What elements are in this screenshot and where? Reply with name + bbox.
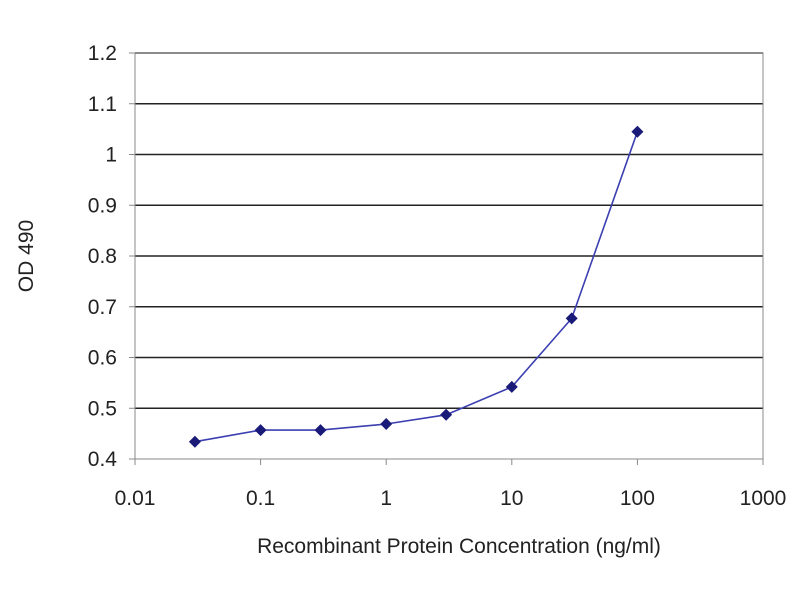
y-tick-label: 1.2 <box>88 42 117 65</box>
y-axis-title: OD 490 <box>15 220 38 292</box>
data-point-marker <box>631 125 644 138</box>
y-tick-label: 0.6 <box>88 347 117 370</box>
x-tick-label: 0.1 <box>246 487 275 510</box>
y-tick-label: 1 <box>105 144 117 167</box>
data-series <box>188 125 644 448</box>
data-point-marker <box>380 418 393 430</box>
y-tick-label: 0.5 <box>88 397 117 420</box>
gridlines <box>135 52 763 410</box>
data-point-marker <box>440 408 453 421</box>
y-tick-label: 0.8 <box>88 245 117 268</box>
x-tick-label: 10 <box>500 487 523 510</box>
x-tick-label: 0.01 <box>115 487 156 510</box>
x-tick-label: 100 <box>620 487 655 510</box>
y-axis-ticks: 0.4 0.5 0.6 0.7 0.8 0.9 1 1.1 1.2 <box>88 42 135 471</box>
x-tick-label: 1000 <box>740 487 787 510</box>
y-tick-label: 0.7 <box>88 296 117 319</box>
data-point-marker <box>314 424 327 437</box>
y-tick-label: 0.4 <box>88 448 118 471</box>
x-tick-label: 1 <box>380 487 392 510</box>
x-axis-ticks: 0.01 0.1 1 10 100 1000 <box>115 459 787 510</box>
data-point-marker <box>565 312 578 325</box>
series-line <box>194 131 639 443</box>
data-point-marker <box>254 424 267 437</box>
y-tick-label: 1.1 <box>88 93 117 116</box>
data-point-marker <box>505 380 518 393</box>
x-axis-title: Recombinant Protein Concentration (ng/ml… <box>257 535 661 558</box>
data-point-marker <box>188 435 201 448</box>
y-tick-label: 0.9 <box>88 194 117 217</box>
